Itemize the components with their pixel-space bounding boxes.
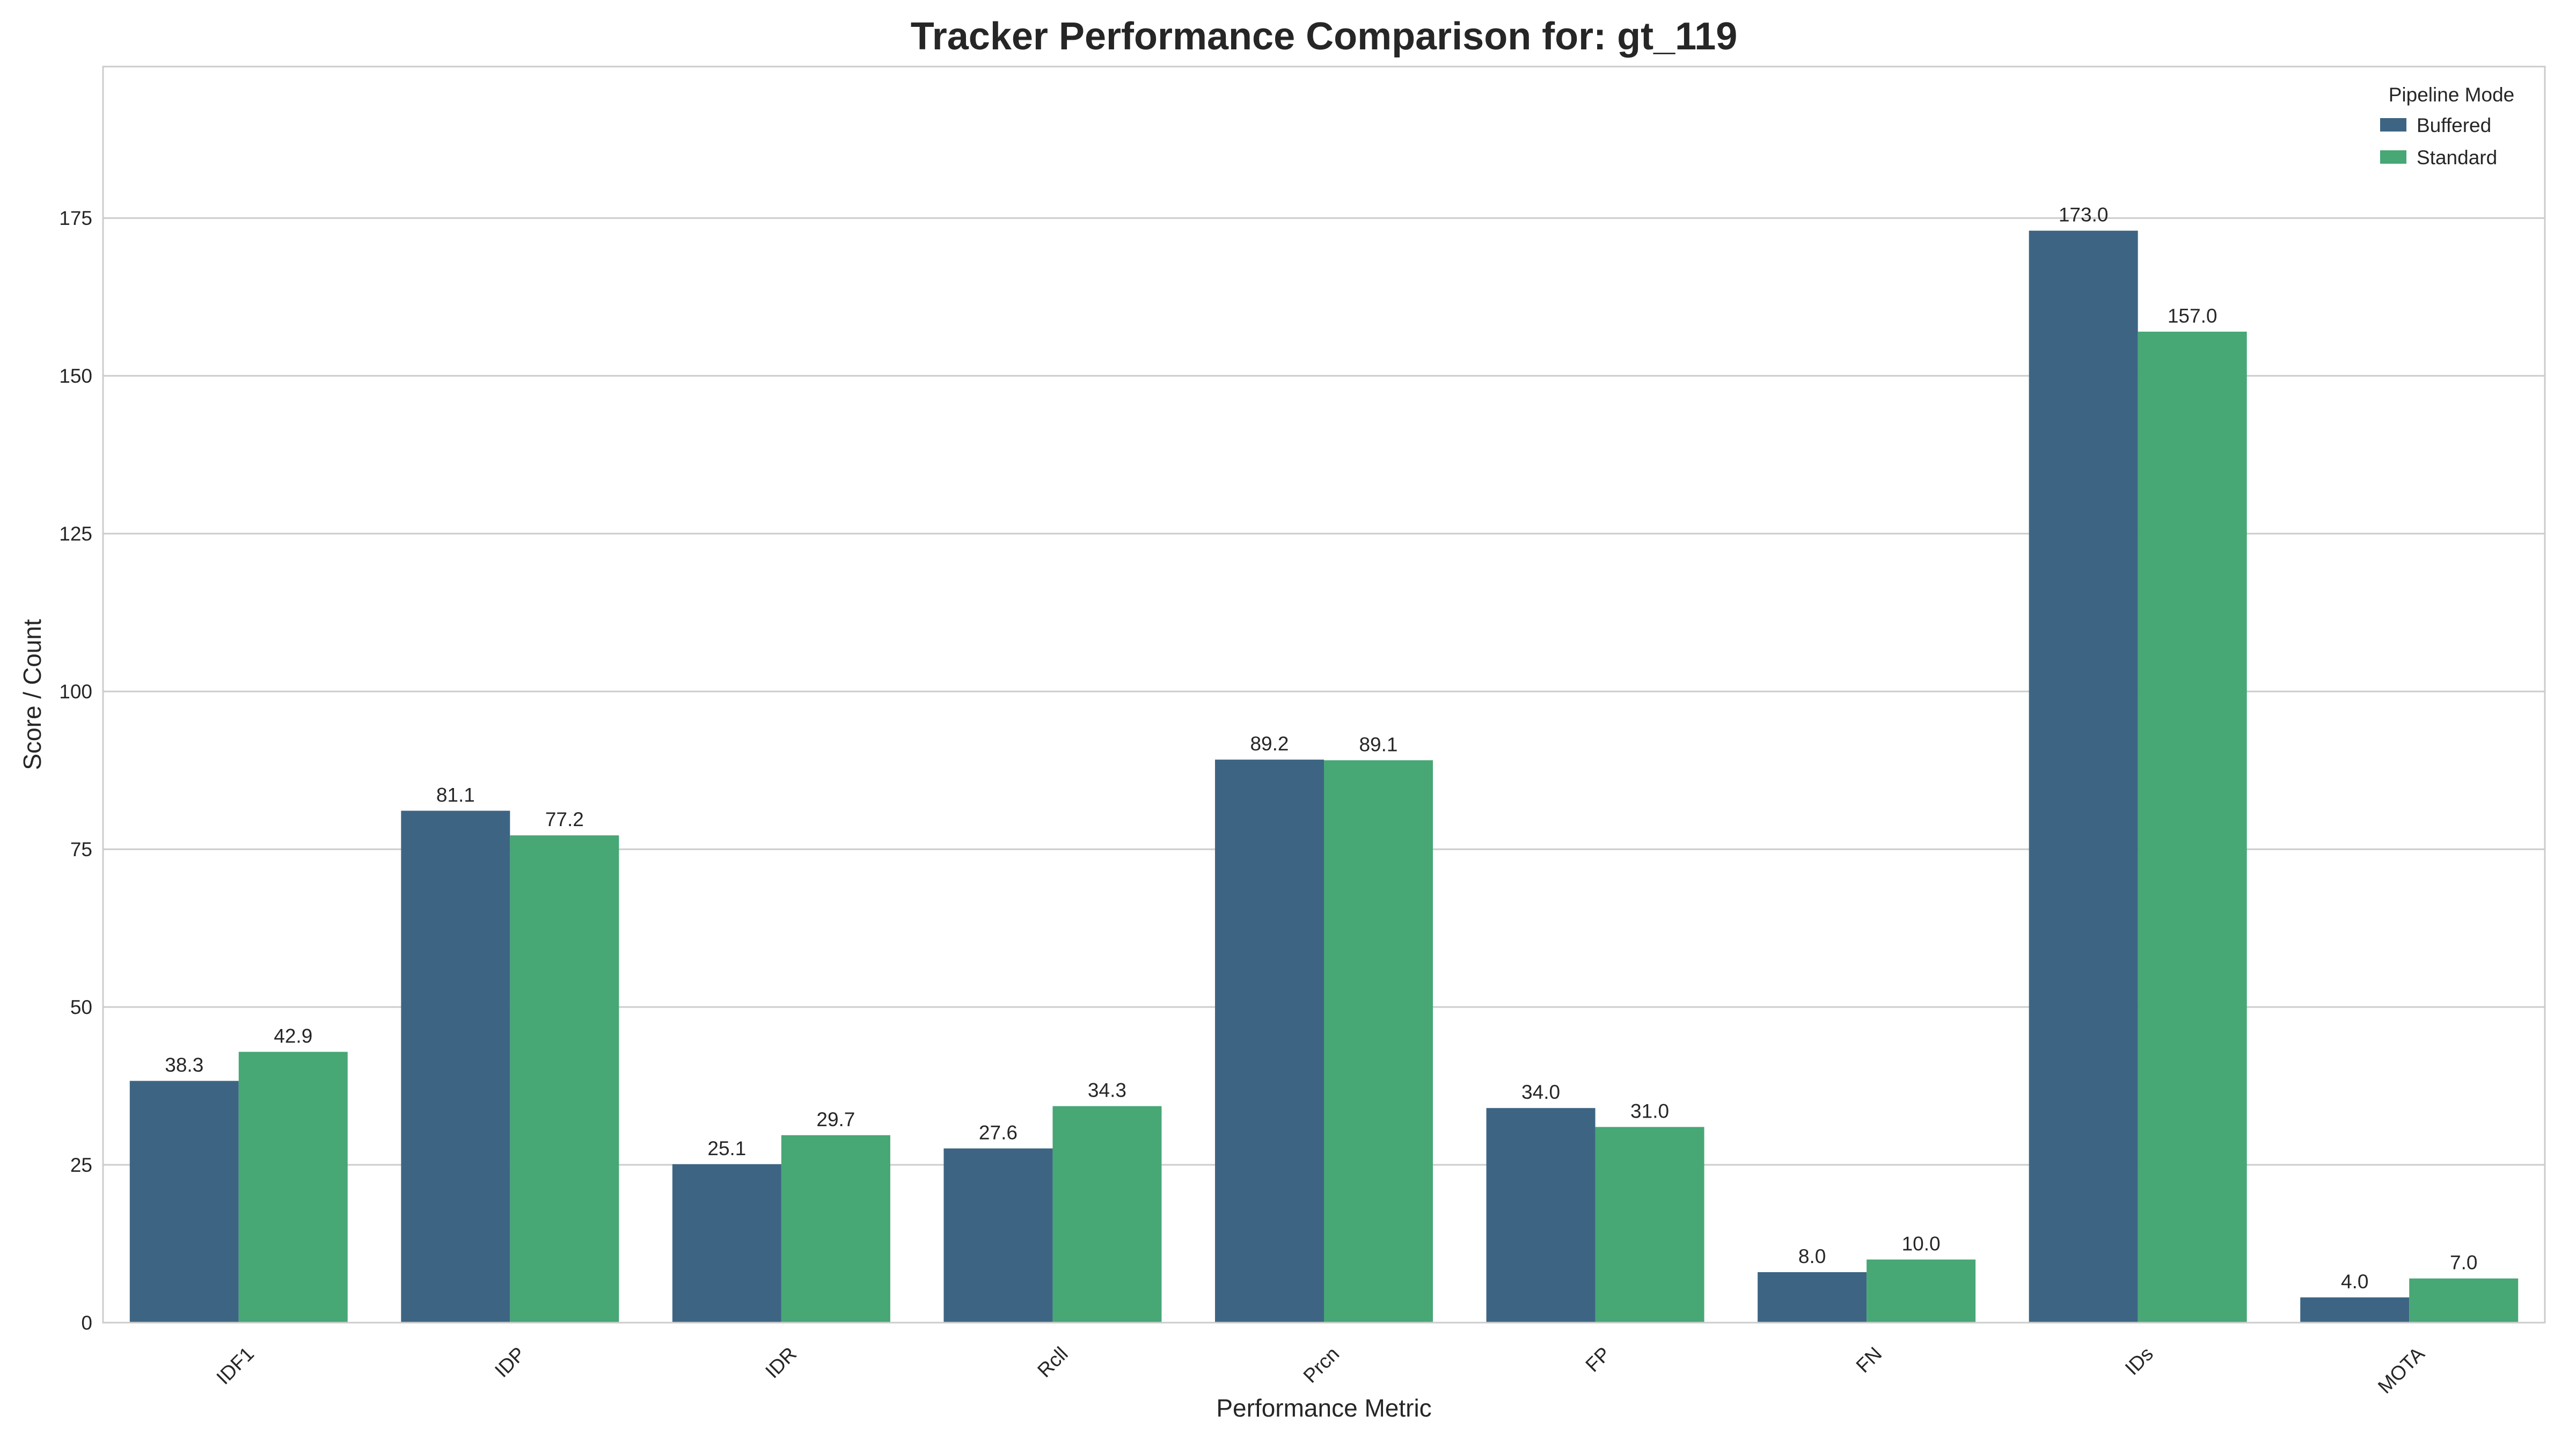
bar-buffered-idp [401, 811, 510, 1323]
legend-label-standard: Standard [2417, 147, 2497, 169]
data-label: 31.0 [1630, 1100, 1669, 1122]
data-label: 157.0 [2168, 305, 2218, 327]
bar-buffered-rcll [943, 1148, 1053, 1323]
data-label: 10.0 [1902, 1232, 1941, 1254]
y-tick-label: 0 [81, 1312, 92, 1334]
data-label: 4.0 [2341, 1271, 2368, 1293]
data-label: 25.1 [707, 1137, 746, 1159]
y-tick-label: 100 [59, 681, 92, 703]
data-label: 8.0 [1798, 1245, 1826, 1267]
bar-standard-fp [1595, 1127, 1704, 1323]
bar-buffered-mota [2300, 1297, 2410, 1323]
bars [129, 230, 2519, 1323]
data-label: 77.2 [545, 808, 584, 830]
bar-buffered-ids [2029, 230, 2138, 1323]
legend-swatch-buffered [2380, 118, 2406, 132]
data-label: 38.3 [165, 1054, 203, 1076]
bar-buffered-fp [1486, 1108, 1596, 1323]
y-tick-label: 175 [59, 207, 92, 229]
data-label: 89.1 [1359, 733, 1397, 755]
bar-standard-fn [1867, 1259, 1976, 1323]
bar-buffered-idr [672, 1164, 781, 1323]
bar-standard-idr [781, 1135, 890, 1323]
data-labels: 38.3 42.9 81.1 77.2 25.1 29.7 27.6 34.3 89.2 89.1… [165, 204, 2477, 1293]
bar-standard-ids [2138, 331, 2247, 1323]
bar-standard-rcll [1052, 1106, 1162, 1323]
data-label: 42.9 [274, 1025, 312, 1047]
bar-buffered-idf1 [129, 1081, 239, 1323]
bar-buffered-prcn [1215, 760, 1324, 1323]
bar-buffered-fn [1758, 1272, 1867, 1323]
bar-standard-idp [510, 835, 619, 1323]
plot-frame [102, 65, 2546, 1324]
y-axis-label: Score / Count [18, 619, 46, 770]
y-tick-label: 25 [70, 1154, 92, 1176]
data-label: 27.6 [979, 1121, 1018, 1143]
legend-title: Pipeline Mode [2389, 84, 2514, 106]
data-label: 81.1 [436, 784, 475, 806]
data-label: 173.0 [2059, 204, 2109, 226]
legend: Pipeline Mode Buffered Standard [2380, 84, 2514, 169]
data-label: 7.0 [2450, 1252, 2477, 1274]
bar-standard-idf1 [238, 1052, 348, 1323]
x-axis-label: Performance Metric [1216, 1394, 1431, 1422]
bar-standard-mota [2409, 1278, 2519, 1323]
data-label: 34.3 [1088, 1079, 1126, 1101]
y-tick-label: 125 [59, 523, 92, 545]
y-tick-label: 50 [70, 996, 92, 1018]
chart-title: Tracker Performance Comparison for: gt_1… [911, 15, 1738, 58]
bar-standard-prcn [1324, 760, 1433, 1323]
data-label: 29.7 [816, 1108, 855, 1130]
legend-swatch-standard [2380, 150, 2406, 164]
data-label: 34.0 [1521, 1081, 1560, 1103]
legend-label-buffered: Buffered [2417, 114, 2491, 136]
data-label: 89.2 [1250, 733, 1289, 755]
y-tick-label: 75 [70, 838, 92, 860]
y-tick-label: 150 [59, 365, 92, 387]
